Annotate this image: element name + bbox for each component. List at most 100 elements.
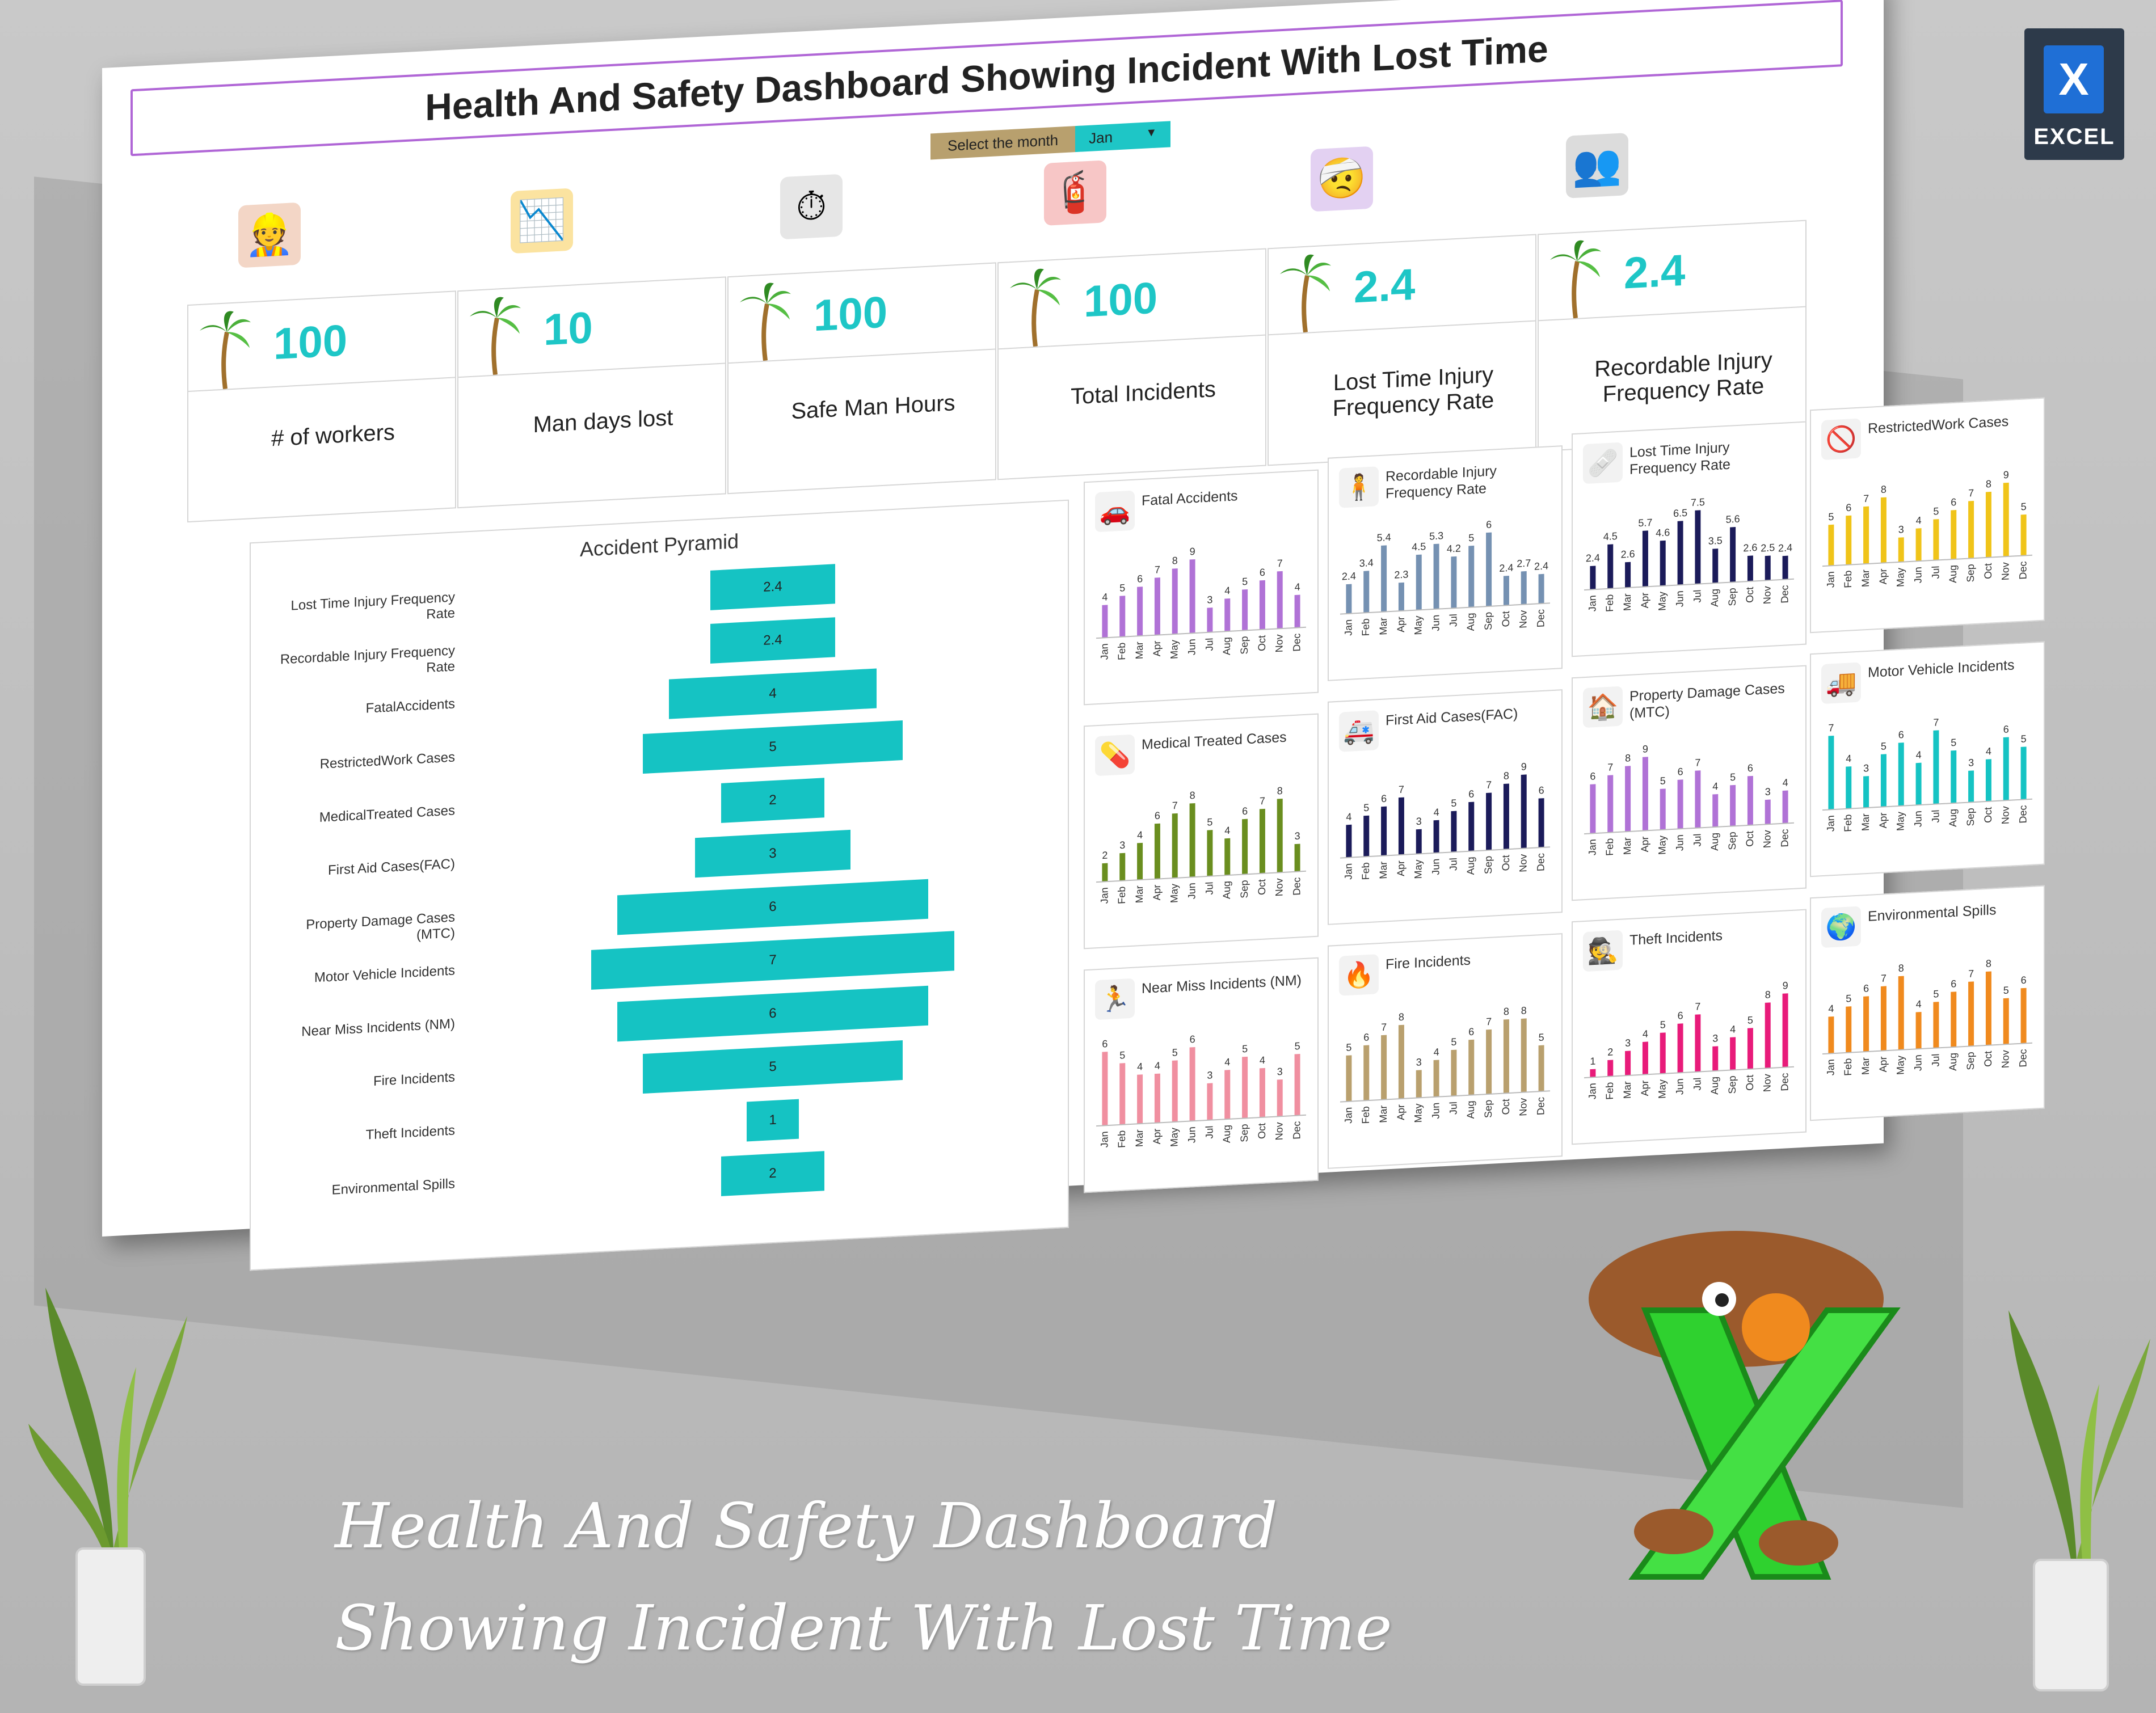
chart-tick-label: Apr [1639,1080,1650,1096]
ambulance-icon: 🚑 [1339,710,1379,752]
pyramid-bar-value: 2 [769,792,777,808]
chart-bar [1590,566,1596,590]
chart-bar [1137,587,1143,636]
chart-tick-label: Jul [1930,1053,1941,1067]
chart-bar [1607,1060,1614,1077]
chart-tick-label: Dec [1779,1073,1791,1091]
month-dropdown[interactable]: Jan ▼ [1075,121,1171,153]
chart-data-label: 5 [1828,511,1834,523]
chart-bar [1486,532,1492,607]
chart-data-label: 2 [1607,1047,1613,1058]
chart-bar [1747,775,1753,826]
chart-data-label: 5 [1119,1049,1125,1061]
kpi-label: Lost Time Injury Frequency Rate [1332,362,1494,421]
chart-tick-label: Mar [1378,861,1389,879]
chart-tick-label: Jul [1203,881,1215,895]
chart-data-label: 4 [1224,1056,1230,1068]
pyramid-bar-value: 2 [769,1165,777,1182]
chart-data-label: 4 [1137,829,1143,841]
chart-bar [1416,829,1422,854]
chart-tick-label: Jun [1430,858,1442,875]
chart-bar [1259,1068,1265,1118]
chart-bar [1398,1024,1404,1099]
monthly-chart-card: 🏠 Property Damage Cases (MTC) 6 Jan 7 Feb 8 Mar… [1572,665,1807,901]
chart-data-label: 7 [1933,716,1939,728]
chart-bar [1985,971,1991,1046]
chart-tick-label: May [1657,591,1668,611]
chart-tick-label: Apr [1395,617,1407,633]
monthly-chart-card: 🧍 Recordable Injury Frequency Rate 2.4 Jan 3… [1328,445,1563,681]
chart-bar [1660,1032,1666,1074]
chart-title: Fatal Accidents [1142,488,1238,509]
pyramid-category-label: Near Miss Incidents (NM) [301,1016,455,1040]
chart-data-label: 9 [1783,980,1788,991]
bar-chart: 6 Jan 5 Feb 4 Mar 4 Apr 5 May 6 Jun 3 Jul 4 Aug 5 Sep 4 Oct… [1096,1033,1306,1148]
chart-tick-label: Feb [1842,570,1854,588]
chart-tick-label: Jun [1674,834,1686,851]
month-selector[interactable]: Select the month Jan ▼ [930,121,1171,160]
chart-tick-label: Oct [1256,879,1268,895]
chart-tick-label: Mar [1378,1105,1389,1123]
chart-tick-label: Mar [1860,1057,1871,1075]
chart-title: Lost Time Injury Frequency Rate [1629,439,1730,478]
chart-bar [1277,571,1283,629]
chart-bar [1451,556,1457,609]
kpi-value: 2.4 [1354,259,1416,313]
chart-data-label: 2.4 [1534,560,1548,572]
chart-data-label: 4.5 [1412,541,1426,552]
pyramid-bar-value: 2.4 [763,579,782,595]
globe-icon: 🌍 [1821,906,1861,948]
chart-data-label: 4 [1224,585,1230,597]
chart-bar [1898,742,1904,807]
chart-data-label: 6 [1102,1038,1108,1050]
chart-data-label: 7 [1172,800,1178,812]
plant-right-icon [2008,1310,2150,1691]
chart-tick-label: Mar [1860,813,1871,832]
chart-data-label: 8 [1986,957,1991,969]
chart-data-label: 2.6 [1743,542,1757,554]
chart-bar [1486,1029,1492,1095]
month-value: Jan [1089,128,1113,147]
fire-icon: 🔥 [1339,954,1379,996]
chart-tick-label: Jan [1825,571,1836,588]
kpi-card: 100 # of workers [187,290,456,523]
chart-data-label: 5.4 [1377,531,1391,543]
kpi-row: 100 # of workers 10 Man days lost 100 Safe Ma… [187,220,1808,523]
kpi-card-top: 10 [458,277,725,378]
chart-bar [1207,607,1213,632]
chart-bar [1933,730,1939,804]
chart-x-axis [1096,1114,1306,1127]
chart-tick-label: Feb [1360,862,1371,880]
chart-data-label: 5.3 [1429,530,1443,542]
team-icon: 👥 [1566,133,1628,199]
pyramid-bar-value: 3 [769,845,777,862]
chart-tick-label: Sep [1965,808,1976,826]
chart-bar [1259,580,1265,630]
chart-tick-label: Jun [1186,1126,1198,1144]
pyramid-bar: 1 [747,1099,799,1142]
chart-data-label: 9 [1521,761,1527,773]
chart-bar [1154,1073,1160,1123]
monthly-chart-card: 🩹 Lost Time Injury Frequency Rate 2.4 Jan 4.… [1572,421,1807,657]
chart-bar [1607,775,1614,833]
chart-bar [1102,1052,1108,1126]
kpi-value: 100 [1084,272,1158,327]
kpi-card-top: 100 [999,249,1265,350]
chart-data-label: 5 [1242,576,1248,588]
chart-tick-label: Nov [1518,610,1529,628]
chart-data-label: 3 [1712,1032,1718,1044]
chart-tick-label: Jan [1825,1059,1836,1076]
chevron-down-icon[interactable]: ▼ [1146,126,1157,140]
chart-title: Recordable Injury Frequency Rate [1386,463,1497,502]
pyramid-category-label: MedicalTreated Cases [319,803,455,825]
chart-bar [1433,820,1439,854]
bar-chart: 1 Jan 2 Feb 3 Mar 4 Apr 5 May 6 Jun 7 Jul 3 Aug 4 Sep 5 Oct… [1584,980,1794,1100]
chart-bar [1985,759,1991,802]
chart-bar [1747,1028,1753,1070]
chart-tick-label: Aug [1709,589,1720,607]
chart-tick-label: Dec [1779,585,1791,604]
chart-title: Near Miss Incidents (NM) [1142,972,1302,997]
chart-x-axis [1096,626,1306,639]
chart-tick-label: Mar [1134,885,1145,904]
chart-tick-label: Mar [1622,593,1633,611]
